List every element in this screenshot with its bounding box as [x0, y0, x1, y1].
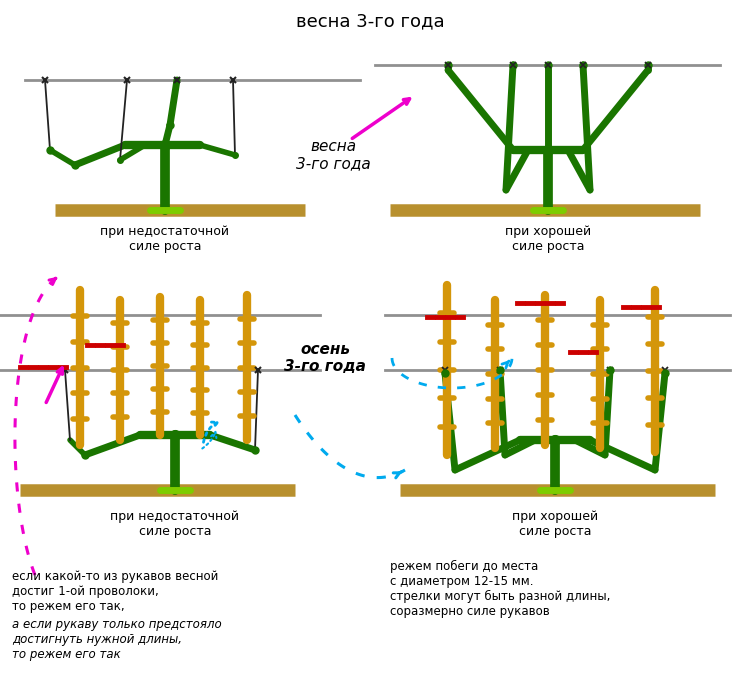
Text: при недостаточной
силе роста: при недостаточной силе роста [100, 225, 229, 253]
Text: при недостаточной
силе роста: при недостаточной силе роста [111, 510, 240, 538]
Text: осень
3-го года: осень 3-го года [284, 342, 366, 374]
Text: а если рукаву только предстояло
достигнуть нужной длины,
то режем его так: а если рукаву только предстояло достигну… [12, 618, 222, 661]
Text: при хорошей
силе роста: при хорошей силе роста [505, 225, 591, 253]
Text: при хорошей
силе роста: при хорошей силе роста [512, 510, 598, 538]
Text: режем побеги до места
с диаметром 12-15 мм.
стрелки могут быть разной длины,
сор: режем побеги до места с диаметром 12-15 … [390, 560, 610, 618]
Text: весна
3-го года: весна 3-го года [296, 139, 371, 171]
Text: если какой-то из рукавов весной
достиг 1-ой проволоки,
то режем его так,: если какой-то из рукавов весной достиг 1… [12, 570, 218, 613]
Text: весна 3-го года: весна 3-го года [296, 12, 444, 30]
